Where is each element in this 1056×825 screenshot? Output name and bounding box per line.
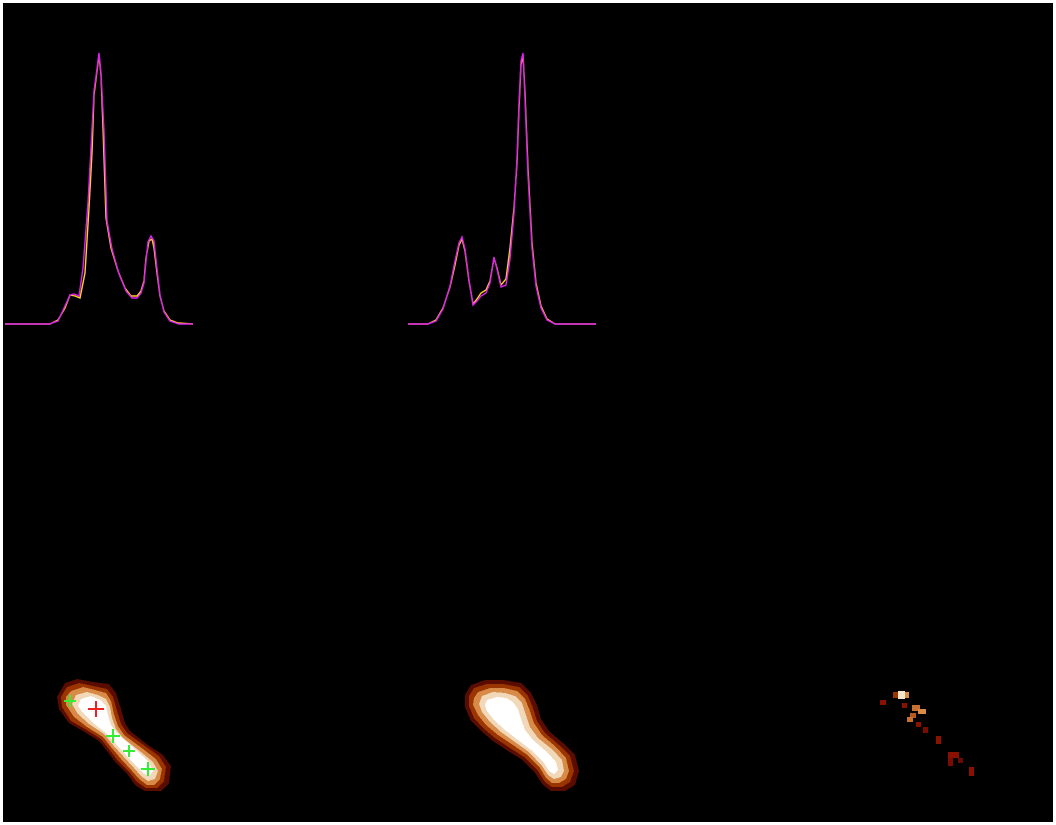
profile-left-model-line	[5, 54, 194, 325]
image-panel-residual	[880, 691, 974, 776]
image-panel-data	[57, 679, 171, 791]
viewer-canvas	[3, 3, 1053, 822]
marker-green-plus	[64, 695, 155, 776]
profile-middle-model-line	[408, 54, 596, 325]
profile-plot-left	[5, 52, 194, 325]
profile-left-data-line	[5, 52, 193, 325]
image-panel-model	[465, 680, 579, 791]
marker-red-plus	[88, 701, 104, 717]
profile-middle-data-line	[408, 52, 596, 325]
profile-plot-middle	[408, 52, 596, 325]
